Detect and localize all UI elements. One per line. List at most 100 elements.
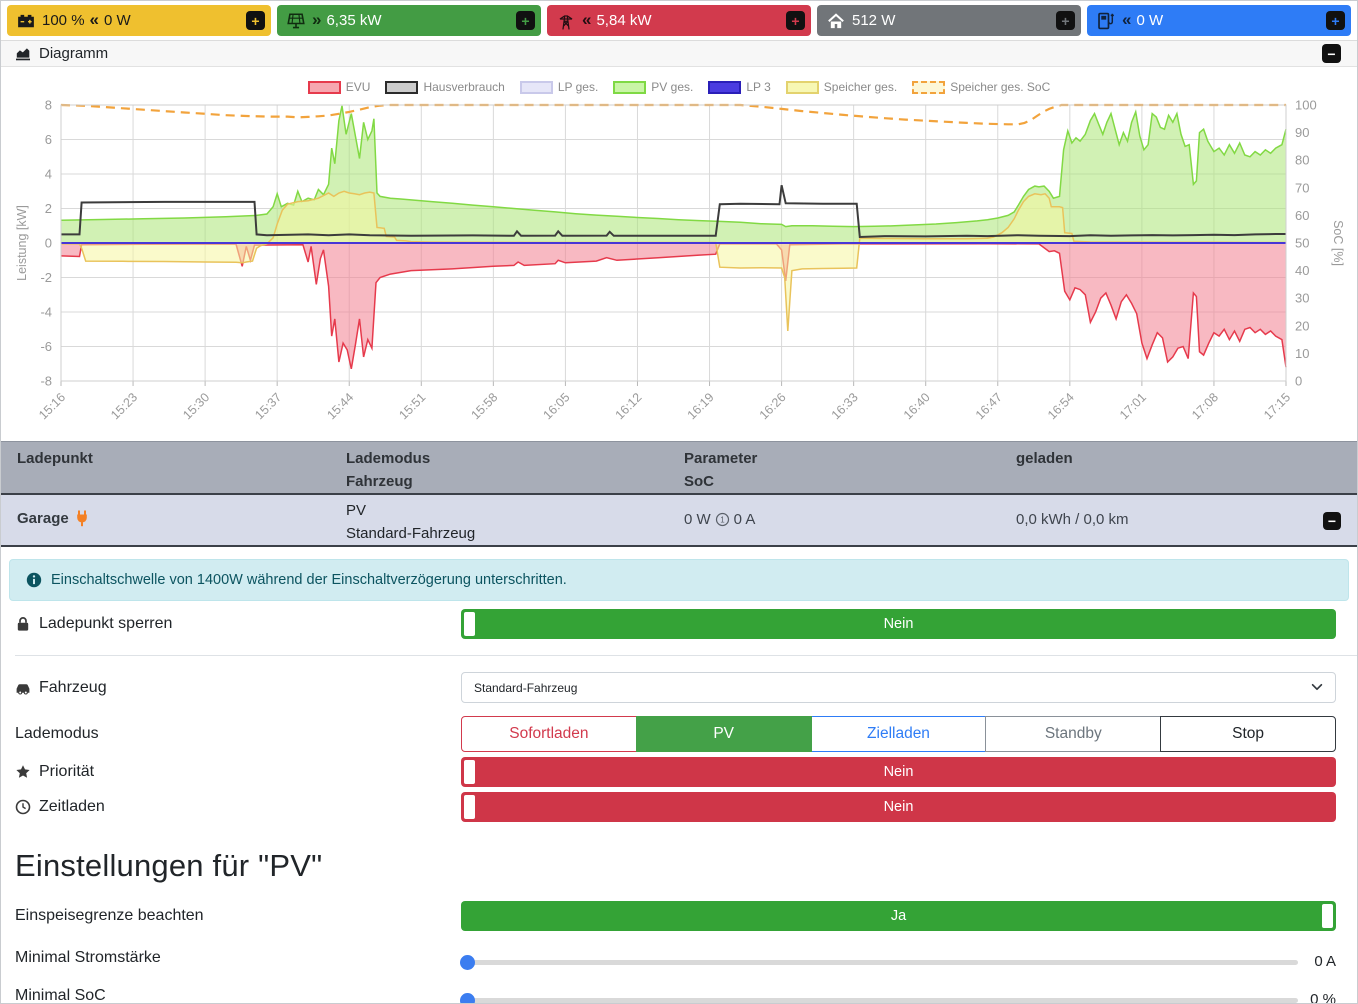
chargemode-button-stop[interactable]: Stop	[1160, 716, 1336, 752]
svg-text:15:37: 15:37	[252, 390, 284, 422]
badge-expand-button[interactable]: +	[516, 11, 535, 30]
priority-label: Priorität	[39, 763, 95, 780]
chargepoint-row-garage: Garage PV Standard-Fahrzeug 0 W 1 0 A 0,0 …	[1, 493, 1357, 547]
diagram-collapse-button[interactable]: −	[1322, 44, 1341, 63]
timecharge-row: Zeitladen Nein	[1, 792, 1357, 822]
chargemode-button-zielladen[interactable]: Zielladen	[810, 716, 987, 752]
min-soc-value: 0 %	[1310, 990, 1336, 1004]
timecharge-toggle[interactable]: Nein	[461, 792, 1336, 822]
svg-text:100: 100	[1295, 98, 1317, 113]
status-bar: 100 % «0 W +» 6,35 kW + «5,84 kW +512 W + «0 W +	[1, 1, 1357, 40]
legend-label: Speicher ges. SoC	[950, 80, 1051, 94]
car-icon	[15, 680, 31, 696]
column-header: SoC	[684, 473, 714, 490]
solar-panel-icon	[287, 12, 305, 30]
legend-swatch	[385, 80, 419, 94]
slider-thumb[interactable]	[460, 955, 475, 970]
svg-text:SoC [%]: SoC [%]	[1331, 220, 1345, 266]
divider	[15, 655, 1357, 656]
min-current-value: 0 A	[1314, 952, 1336, 970]
svg-text:40: 40	[1295, 263, 1309, 278]
badge-value: 6,35 kW	[326, 12, 382, 29]
column-header: geladen	[1016, 450, 1073, 467]
status-badge-car-battery[interactable]: 100 % «0 W +	[7, 5, 271, 36]
svg-text:8: 8	[45, 98, 52, 113]
svg-text:17:15: 17:15	[1261, 390, 1293, 422]
svg-text:16:12: 16:12	[613, 390, 645, 422]
svg-text:50: 50	[1295, 236, 1309, 251]
status-badge-charging-station[interactable]: «0 W +	[1087, 5, 1351, 36]
min-current-label: Minimal Stromstärke	[15, 949, 161, 966]
chargepoint-vehicle: Standard-Fahrzeug	[346, 525, 476, 542]
svg-text:2: 2	[45, 201, 52, 216]
legend-item-hausverbrauch[interactable]: Hausverbrauch	[385, 80, 505, 94]
badge-value: 512 W	[852, 12, 896, 29]
slider-thumb[interactable]	[460, 993, 475, 1003]
vehicle-select[interactable]: Standard-Fahrzeug	[461, 672, 1336, 703]
lock-label: Ladepunkt sperren	[39, 615, 173, 632]
svg-text:15:30: 15:30	[180, 390, 212, 422]
direction-chevron-icon: «	[89, 9, 100, 29]
legend-swatch	[613, 80, 647, 94]
svg-text:16:47: 16:47	[973, 390, 1005, 422]
svg-text:1: 1	[720, 516, 725, 525]
power-chart: EVU Hausverbrauch LP ges. PV ges. LP 3 Speich…	[1, 67, 1357, 437]
info-circle-icon	[26, 572, 42, 588]
badge-expand-button[interactable]: +	[1056, 11, 1075, 30]
badge-expand-button[interactable]: +	[1326, 11, 1345, 30]
min-soc-slider[interactable]	[460, 993, 1298, 1003]
lock-toggle[interactable]: Nein	[461, 609, 1336, 639]
column-header: Fahrzeug	[346, 473, 413, 490]
badge-value: 0 W	[104, 12, 131, 29]
min-current-slider[interactable]	[460, 955, 1298, 970]
diagram-title: Diagramm	[39, 45, 109, 62]
status-badge-pylon[interactable]: «5,84 kW +	[547, 5, 811, 36]
chart-legend: EVU Hausverbrauch LP ges. PV ges. LP 3 Speich…	[1, 80, 1357, 94]
feedin-label: Einspeisegrenze beachten	[15, 907, 204, 924]
chargepoint-name: Garage	[17, 510, 69, 527]
legend-label: EVU	[345, 80, 371, 94]
min-soc-row: Minimal SoC 0 %	[1, 985, 1357, 1004]
svg-text:16:33: 16:33	[829, 390, 861, 422]
charging-station-icon	[1097, 12, 1115, 30]
svg-text:20: 20	[1295, 318, 1309, 333]
legend-item-lp-ges-[interactable]: LP ges.	[519, 80, 598, 94]
timecharge-toggle-value: Nein	[883, 799, 914, 815]
svg-text:17:08: 17:08	[1189, 390, 1221, 422]
chargepoint-collapse-button[interactable]: −	[1323, 512, 1341, 530]
chargemode-button-sofortladen[interactable]: Sofortladen	[461, 716, 637, 752]
legend-label: PV ges.	[651, 80, 694, 94]
svg-text:6: 6	[45, 132, 52, 147]
feedin-toggle[interactable]: Ja	[461, 901, 1336, 931]
priority-toggle-value: Nein	[883, 764, 914, 780]
lock-icon	[15, 616, 31, 632]
legend-item-speicher-ges-soc[interactable]: Speicher ges. SoC	[912, 80, 1050, 94]
status-badge-solar-panel[interactable]: » 6,35 kW +	[277, 5, 541, 36]
vehicle-label: Fahrzeug	[39, 678, 107, 696]
chargemode-button-standby[interactable]: Standby	[985, 716, 1162, 752]
badge-value: 0 W	[1136, 12, 1164, 29]
direction-chevron-icon: «	[1122, 9, 1132, 29]
badge-value: 5,84 kW	[596, 12, 652, 29]
chargemode-label: Lademodus	[15, 725, 99, 742]
legend-item-pv-ges-[interactable]: PV ges.	[613, 80, 693, 94]
house-icon	[827, 12, 845, 30]
legend-swatch	[519, 80, 553, 94]
chargemode-button-pv[interactable]: PV	[635, 716, 812, 752]
badge-expand-button[interactable]: +	[246, 11, 265, 30]
badge-expand-button[interactable]: +	[786, 11, 805, 30]
phase-1-icon: 1	[715, 512, 730, 527]
toggle-handle	[464, 795, 475, 819]
legend-item-lp-3[interactable]: LP 3	[708, 80, 771, 94]
priority-toggle[interactable]: Nein	[461, 757, 1336, 787]
status-badge-house[interactable]: 512 W +	[817, 5, 1081, 36]
legend-swatch	[785, 80, 819, 94]
legend-swatch	[708, 80, 742, 94]
priority-row: Priorität Nein	[1, 757, 1357, 787]
legend-item-speicher-ges-[interactable]: Speicher ges.	[785, 80, 897, 94]
legend-item-evu[interactable]: EVU	[307, 80, 371, 94]
svg-text:Leistung [kW]: Leistung [kW]	[15, 205, 29, 281]
svg-text:30: 30	[1295, 291, 1309, 306]
svg-text:-2: -2	[40, 270, 52, 285]
chargepoint-power: 0 W	[684, 511, 711, 528]
